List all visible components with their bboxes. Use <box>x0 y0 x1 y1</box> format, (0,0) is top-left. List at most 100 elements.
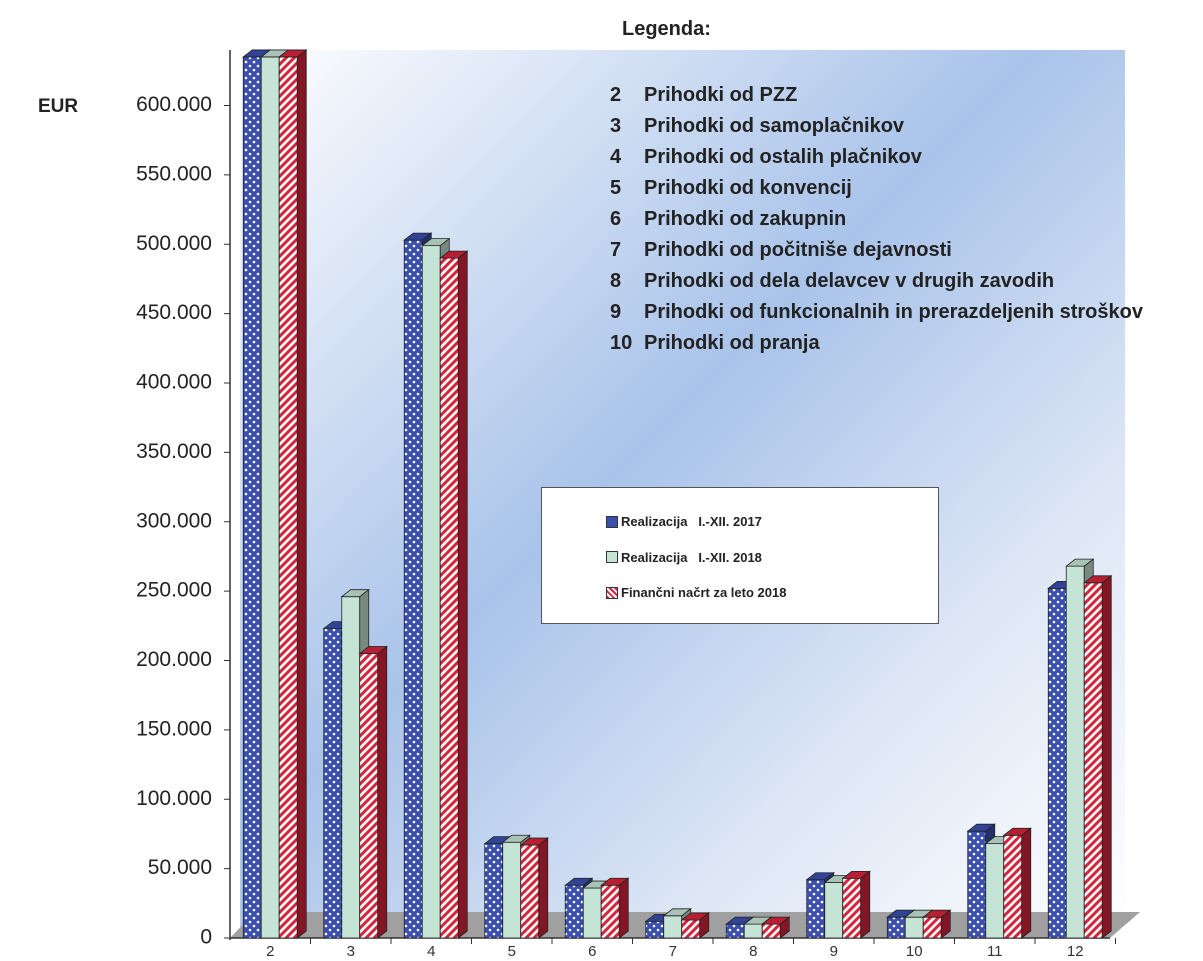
legend-item: Finančni načrt za leto 2018 <box>542 575 938 611</box>
bar <box>341 596 361 939</box>
category-legend-item: 8 Prihodki od dela delavcev v drugih zavo… <box>608 266 1198 297</box>
bar <box>904 916 924 939</box>
x-tick-label: 2 <box>266 943 274 960</box>
category-legend-item: 4 Prihodki od ostalih plačnikov <box>608 142 1198 173</box>
bar <box>761 923 781 939</box>
bar <box>842 877 862 939</box>
category-legend-text: Prihodki od funkcionalnih in prerazdelje… <box>644 301 1143 323</box>
y-tick-label: 50.000 <box>148 856 212 879</box>
bar <box>1065 565 1085 939</box>
category-legend-number: 8 <box>610 270 622 292</box>
bar <box>484 843 504 939</box>
bar <box>1083 582 1103 939</box>
y-tick-label: 500.000 <box>136 232 212 255</box>
category-legend-number: 2 <box>610 84 622 106</box>
bar <box>824 882 844 939</box>
bar <box>403 239 423 939</box>
bar <box>886 916 906 939</box>
category-legend-item: 9 Prihodki od funkcionalnih in prerazdelj… <box>608 297 1198 328</box>
x-tick-label: 5 <box>508 943 516 960</box>
y-tick-label: 400.000 <box>136 371 212 394</box>
category-legend-text: Prihodki od samoplačnikov <box>644 115 905 137</box>
category-legend-number: 4 <box>610 146 622 168</box>
category-legend-text: Prihodki od pranja <box>644 332 820 354</box>
y-tick-label: 350.000 <box>136 440 212 463</box>
x-tick-label: 8 <box>749 943 757 960</box>
x-tick-label: 6 <box>588 943 596 960</box>
bar <box>520 844 540 939</box>
bar <box>260 56 280 939</box>
bar <box>359 653 379 939</box>
bar <box>582 887 602 939</box>
y-tick-label: 200.000 <box>136 648 212 671</box>
legend-swatch <box>606 586 618 599</box>
category-legend-number: 6 <box>610 208 622 230</box>
legend-label: Finančni načrt za leto 2018 <box>621 585 787 601</box>
bar <box>806 879 826 939</box>
bar-side <box>377 645 388 939</box>
category-legend-item: 2 Prihodki od PZZ <box>608 80 1198 111</box>
category-legend-item: 5 Prihodki od konvencij <box>608 173 1198 204</box>
category-legend-item: 7 Prihodki od počitniše dejavnosti <box>608 235 1198 266</box>
category-legend-number: 7 <box>610 239 622 261</box>
bar <box>421 245 441 939</box>
y-tick-label: 300.000 <box>136 509 212 532</box>
bar-side <box>860 870 871 939</box>
bar <box>600 884 620 939</box>
category-legend: 2 Prihodki od PZZ 3 Prihodki od samoplačnik… <box>608 80 1198 359</box>
bar <box>725 923 745 939</box>
x-tick-label: 7 <box>669 943 677 960</box>
x-tick-label: 10 <box>906 943 923 960</box>
y-tick-label: 0 <box>200 926 212 949</box>
bar-side <box>457 250 468 939</box>
bar <box>663 915 683 939</box>
category-legend-item: 10 Prihodki od pranja <box>608 328 1198 359</box>
y-tick-label: 250.000 <box>136 579 212 602</box>
bar-side <box>618 877 629 939</box>
category-legend-text: Prihodki od PZZ <box>644 84 798 106</box>
legend-title: Legenda: <box>622 18 711 40</box>
bar-side <box>940 909 951 939</box>
bar <box>743 923 763 939</box>
bar <box>502 841 522 939</box>
legend-label: Realizacija I.-XII. 2018 <box>621 549 762 565</box>
bar <box>967 830 987 939</box>
category-legend-item: 3 Prihodki od samoplačnikov <box>608 111 1198 142</box>
legend-swatch <box>606 515 618 528</box>
x-tick-label: 12 <box>1067 943 1084 960</box>
bar <box>681 919 701 939</box>
legend-swatch <box>606 551 618 564</box>
y-tick-label: 600.000 <box>136 93 212 116</box>
legend-item: Realizacija I.-XII. 2017 <box>542 504 938 540</box>
legend-label: Realizacija I.-XII. 2017 <box>621 514 762 530</box>
category-legend-text: Prihodki od ostalih plačnikov <box>644 146 922 168</box>
category-legend-item: 6 Prihodki od zakupnin <box>608 204 1198 235</box>
bar <box>278 56 298 939</box>
bar-side <box>1101 574 1112 939</box>
category-legend-number: 9 <box>610 301 622 323</box>
bar <box>323 628 343 939</box>
x-tick-label: 9 <box>830 943 838 960</box>
y-axis-label: EUR <box>38 96 79 117</box>
bar-side <box>699 912 710 939</box>
bar-side <box>296 49 307 939</box>
bar <box>922 916 942 939</box>
bar <box>645 920 665 939</box>
x-tick-label: 3 <box>347 943 355 960</box>
x-tick-label: 11 <box>987 943 1003 960</box>
bar-side <box>538 837 549 939</box>
y-tick-label: 550.000 <box>136 162 212 185</box>
bar <box>439 257 459 939</box>
y-tick-label: 100.000 <box>136 787 212 810</box>
bar <box>1003 834 1023 939</box>
category-legend-text: Prihodki od dela delavcev v drugih zavod… <box>644 270 1055 292</box>
category-legend-number: 10 <box>610 332 633 354</box>
bar <box>1047 587 1067 939</box>
legend: Realizacija I.-XII. 2017 Realizacija I.-X… <box>541 487 939 624</box>
bar <box>242 56 262 939</box>
bar <box>564 884 584 939</box>
bar-side <box>1021 827 1032 939</box>
legend-item: Realizacija I.-XII. 2018 <box>542 540 938 576</box>
category-legend-text: Prihodki od počitniše dejavnosti <box>644 239 952 261</box>
